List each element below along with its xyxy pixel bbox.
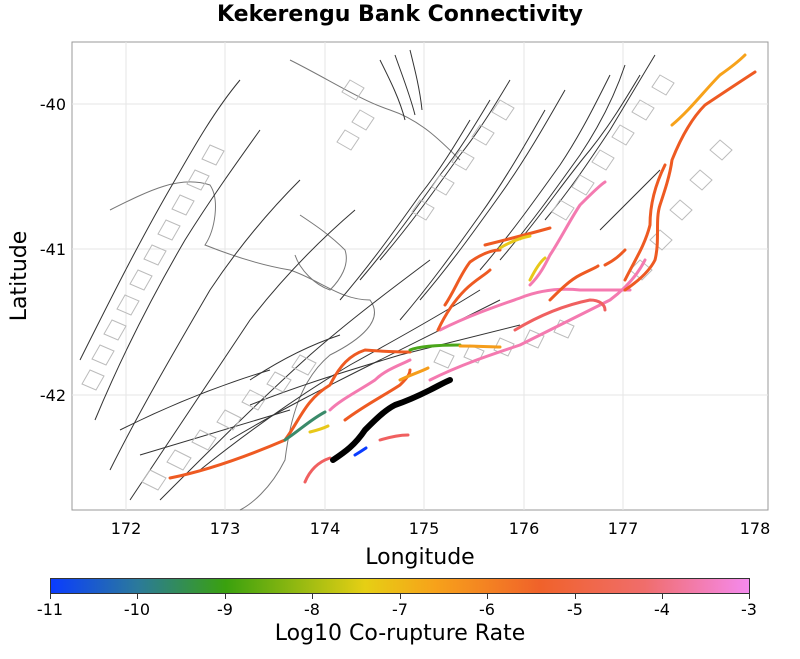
rupture-orange-red: [168, 348, 412, 480]
rupture-blue: [353, 446, 368, 457]
colorbar-tick-mark: [575, 593, 576, 599]
rupture-yellow-3: [528, 256, 547, 282]
y-axis: -40 -41 -42 Latitude: [7, 95, 66, 405]
colorbar-tick: -7: [392, 600, 408, 619]
rupture-pink-2: [438, 287, 632, 332]
x-tick: 176: [509, 519, 540, 538]
x-tick: 172: [111, 519, 142, 538]
kekerengu-bank-source-fault: [330, 377, 453, 463]
y-axis-label: Latitude: [7, 231, 32, 322]
rupture-yellow-2: [498, 234, 532, 250]
rupture-salmon: [513, 298, 607, 332]
x-tick: 174: [310, 519, 341, 538]
fault-subsections: [81, 74, 733, 491]
x-axis: 172 173 174 175 176 177 178 Longitude: [111, 519, 771, 570]
colorbar-tick: -11: [36, 600, 64, 619]
colorbar-tick-mark: [400, 593, 401, 599]
colorbar-label: Log10 Co-rupture Rate: [274, 621, 526, 646]
rupture-orange-red-6: [548, 264, 600, 302]
rupture-orange: [458, 344, 502, 349]
x-tick: 173: [210, 519, 241, 538]
x-tick: 178: [740, 519, 771, 538]
rupture-orange-red-7: [603, 248, 627, 267]
y-tick: -41: [40, 240, 66, 259]
rupture-orange-red-3: [436, 268, 492, 332]
rupture-orange-red-5: [483, 226, 552, 247]
colorbar-tick: -4: [654, 600, 670, 619]
y-tick: -42: [40, 386, 66, 405]
rupture-orange-red-4: [443, 248, 502, 307]
colorbar-tick-mark: [749, 593, 750, 599]
x-tick: 177: [608, 519, 639, 538]
colorbar-tick-mark: [487, 593, 488, 599]
rupture-orange-red-east-2: [623, 163, 667, 282]
colorbar-tick: -10: [123, 600, 151, 619]
colorbar-tick-mark: [312, 593, 313, 599]
rupture-orange-northeast: [670, 53, 747, 127]
colorbar-tick-mark: [50, 593, 51, 599]
rupture-salmon-2: [378, 433, 410, 442]
rupture-orange-red-east: [623, 70, 757, 292]
plot-area: [71, 41, 769, 511]
co-rupture-faults: [168, 53, 757, 484]
colorbar-tick: -8: [304, 600, 320, 619]
rupture-teal: [283, 410, 327, 442]
rupture-orange-small: [398, 366, 430, 382]
chart-title: Kekerengu Bank Connectivity: [217, 2, 583, 27]
x-axis-label: Longitude: [365, 545, 474, 570]
colorbar-tick: -5: [567, 600, 583, 619]
colorbar-tick: -9: [217, 600, 233, 619]
rupture-salmon-3: [303, 456, 332, 484]
rupture-yellow-small: [308, 424, 330, 434]
x-tick: 175: [409, 519, 440, 538]
rupture-green: [408, 343, 462, 352]
colorbar-tick-mark: [662, 593, 663, 599]
colorbar-tick-mark: [225, 593, 226, 599]
rupture-pink-1: [328, 358, 412, 412]
colorbar-tick-mark: [137, 593, 138, 599]
y-tick: -40: [40, 95, 66, 114]
rupture-pink-3: [528, 180, 607, 287]
gridlines: [72, 42, 768, 510]
colorbar-tick: -3: [741, 600, 757, 619]
colorbar-tick: -6: [479, 600, 495, 619]
colorbar: [50, 578, 750, 594]
rupture-pink-long: [428, 258, 647, 382]
